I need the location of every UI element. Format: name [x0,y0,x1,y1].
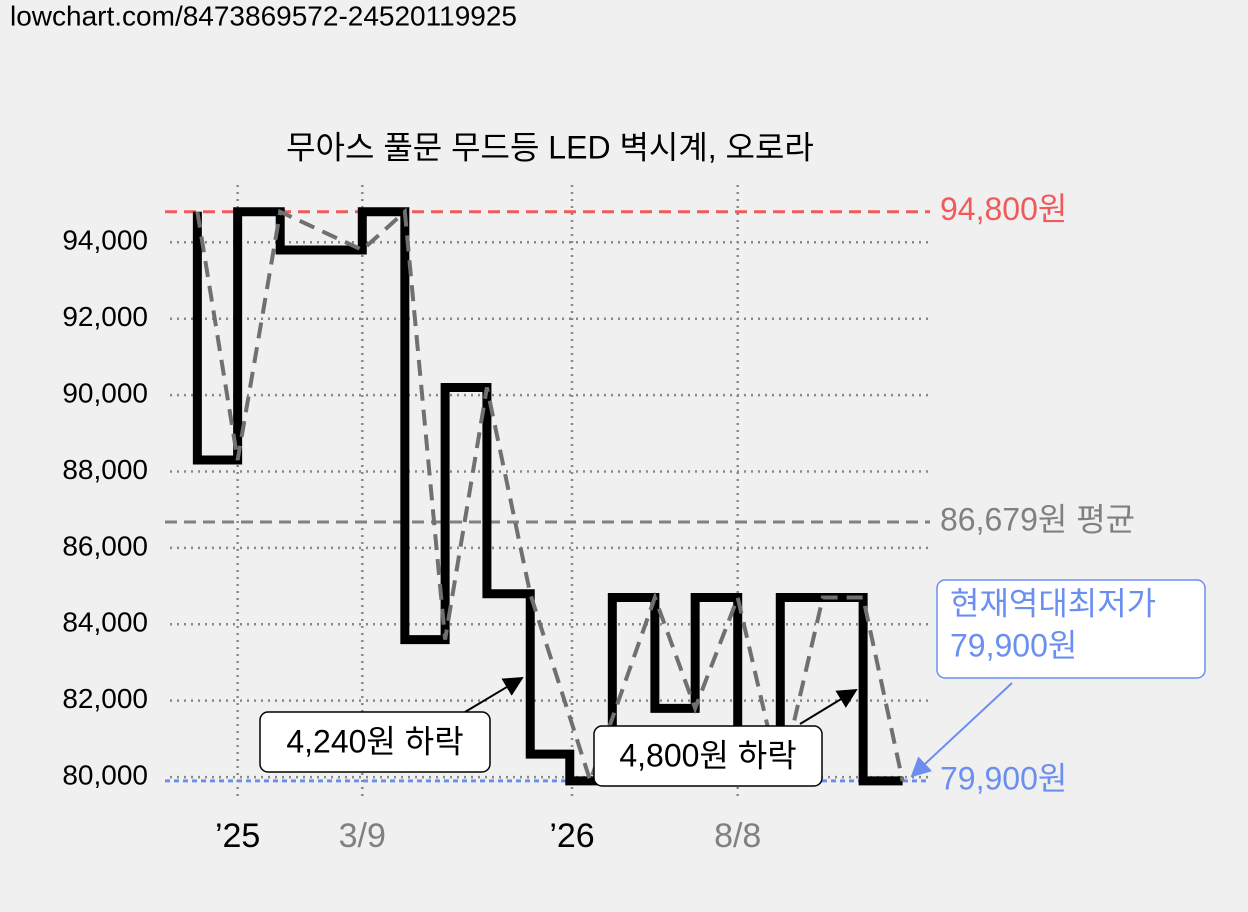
y-tick-label: 92,000 [62,301,148,332]
reference-label: 86,679원 평균 [940,501,1135,537]
y-tick-label: 90,000 [62,377,148,408]
price-step-line [192,207,903,786]
x-tick-label: 8/8 [714,817,761,855]
callout-text: 현재역대최저가 [950,585,1156,621]
reference-label: 94,800원 [940,191,1067,227]
y-tick-label: 94,000 [62,225,148,256]
callout-arrow [910,682,1013,778]
y-tick-label: 86,000 [62,530,148,561]
reference-label: 79,900원 [940,760,1067,796]
annotation-box [259,711,491,773]
annotation-arrow [799,688,858,725]
annotation-box [593,725,823,787]
x-tick-label: 3/9 [339,817,386,855]
chart-title: 무아스 풀문 무드등 LED 벽시계, 오로라 [286,129,814,165]
callout-text: 79,900원 [950,627,1077,663]
annotation-text: 4,800원 하락 [619,737,796,773]
callout-box [936,579,1206,679]
page-url: lowchart.com/8473869572-24520119925 [10,0,517,31]
annotation-text: 4,240원 하락 [286,723,463,759]
y-tick-label: 82,000 [62,683,148,714]
y-tick-label: 84,000 [62,607,148,638]
y-tick-label: 80,000 [62,759,148,790]
annotation-arrow [464,676,524,713]
x-tick-label: ’25 [215,817,260,855]
y-tick-label: 88,000 [62,454,148,485]
trend-dashed-line [195,207,905,788]
x-tick-label: ’26 [549,817,594,855]
